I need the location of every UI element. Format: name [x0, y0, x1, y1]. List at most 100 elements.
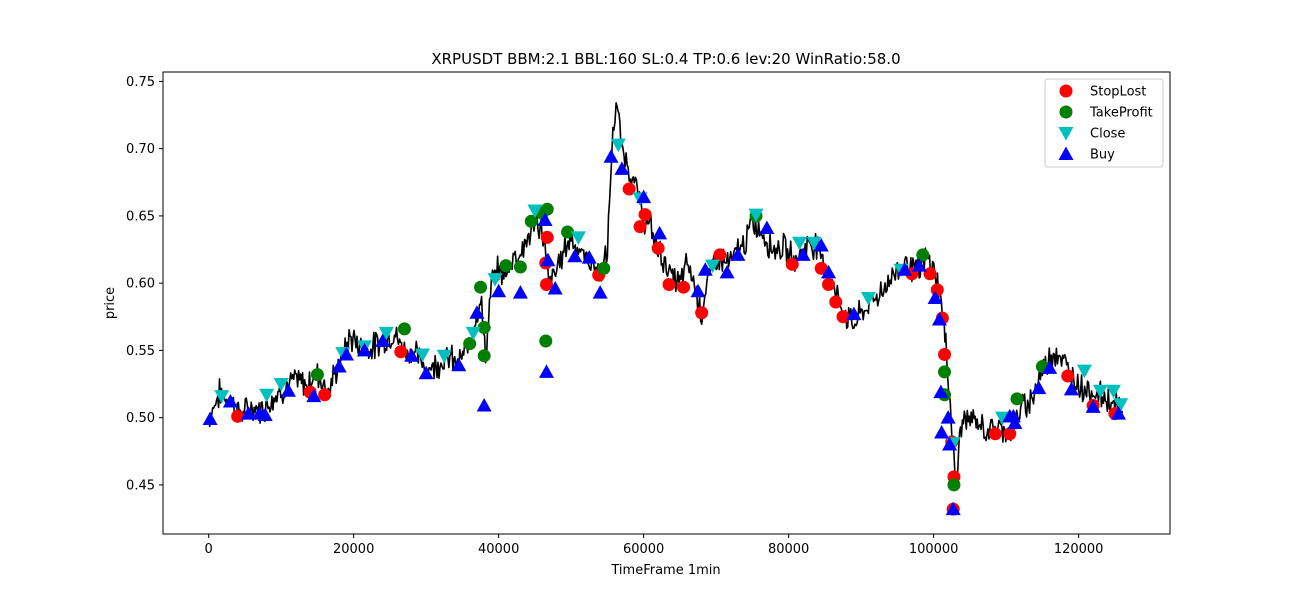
- buy-marker: [512, 285, 528, 299]
- buy-marker: [933, 384, 949, 399]
- buy-marker: [375, 333, 391, 347]
- buy-marker: [927, 290, 943, 304]
- close-marker: [806, 236, 822, 251]
- close-marker: [748, 208, 764, 223]
- buy-marker: [945, 501, 961, 516]
- close-marker: [860, 291, 876, 306]
- close-marker: [1113, 398, 1129, 412]
- buy-marker: [1042, 360, 1058, 374]
- stoplost-marker: [638, 208, 652, 222]
- stoplost-marker: [938, 347, 952, 361]
- buy-marker: [934, 424, 950, 439]
- legend: StopLost TakeProfit Close Buy: [1044, 78, 1164, 168]
- buy-marker: [418, 365, 434, 380]
- legend-takeprofit-marker: [1059, 105, 1073, 119]
- buy-marker: [730, 247, 746, 261]
- buy-marker: [241, 406, 257, 420]
- buy-marker: [306, 388, 322, 403]
- trade-markers: [202, 138, 1129, 516]
- buy-marker: [942, 437, 958, 451]
- takeprofit-marker: [561, 225, 575, 239]
- buy-marker: [911, 258, 927, 272]
- takeprofit-marker: [499, 259, 513, 273]
- close-marker: [1092, 384, 1108, 399]
- buy-marker: [404, 348, 420, 362]
- buy-marker: [1063, 381, 1079, 396]
- takeprofit-marker: [1010, 392, 1024, 406]
- takeprofit-marker: [477, 321, 491, 335]
- stoplost-marker: [633, 220, 647, 234]
- buy-marker: [846, 306, 862, 321]
- stoplost-marker: [540, 230, 554, 244]
- close-marker: [273, 378, 289, 392]
- legend-label: Buy: [1090, 148, 1115, 163]
- buy-marker: [357, 342, 373, 357]
- x-axis-label: TimeFrame 1min: [610, 563, 720, 578]
- price-line: [207, 102, 1123, 488]
- buy-marker: [636, 189, 652, 204]
- buy-marker: [451, 357, 467, 372]
- buy-marker: [338, 346, 354, 361]
- close-marker: [214, 390, 230, 404]
- buy-marker: [257, 407, 273, 421]
- buy-marker: [567, 248, 583, 263]
- y-tick-label: 0.70: [126, 142, 155, 157]
- buy-marker: [795, 247, 811, 261]
- legend-label: TakeProfit: [1089, 106, 1153, 121]
- stoplost-marker: [923, 267, 937, 281]
- close-marker: [415, 348, 431, 362]
- stoplost-marker: [988, 427, 1002, 441]
- legend-close-marker: [1058, 127, 1074, 141]
- close-marker: [527, 204, 543, 219]
- stoplost-marker: [822, 278, 836, 292]
- takeprofit-marker: [477, 349, 491, 363]
- buy-marker: [1005, 408, 1021, 423]
- takeprofit-marker: [916, 248, 930, 262]
- close-marker: [1076, 364, 1092, 379]
- takeprofit-marker: [474, 280, 488, 294]
- buy-marker: [280, 383, 296, 397]
- buy-marker: [821, 264, 837, 279]
- stoplost-marker: [1061, 369, 1075, 383]
- legend-box: [1044, 78, 1164, 168]
- stoplost-marker: [695, 306, 709, 320]
- buy-marker: [491, 283, 507, 298]
- stoplost-marker: [677, 280, 691, 294]
- buy-marker: [1031, 380, 1047, 395]
- plot-frame: [162, 71, 1171, 535]
- buy-marker: [547, 281, 563, 295]
- stoplost-marker: [713, 248, 727, 262]
- legend-label: StopLost: [1090, 85, 1146, 100]
- y-tick-label: 0.45: [126, 478, 155, 493]
- y-axis: 0.45 0.50 0.55 0.60 0.65 0.70 0.75: [126, 75, 163, 493]
- buy-marker: [690, 283, 706, 298]
- close-marker: [259, 388, 275, 403]
- takeprofit-marker: [597, 261, 611, 275]
- buy-marker: [331, 359, 347, 373]
- y-tick-label: 0.50: [126, 411, 155, 426]
- takeprofit-marker: [513, 260, 527, 274]
- buy-marker: [540, 252, 556, 267]
- close-marker: [436, 349, 452, 364]
- close-marker: [465, 326, 481, 341]
- takeprofit-marker: [397, 322, 411, 336]
- x-tick-label: 100000: [909, 542, 959, 557]
- x-tick-label: 80000: [768, 542, 809, 557]
- close-marker: [1105, 384, 1121, 399]
- buy-marker: [813, 238, 829, 252]
- x-tick-label: 0: [205, 542, 213, 557]
- y-tick-label: 0.60: [126, 277, 155, 292]
- buy-marker: [476, 398, 492, 412]
- takeprofit-marker: [310, 368, 324, 382]
- buy-marker: [581, 250, 597, 264]
- stoplost-marker: [622, 182, 636, 196]
- takeprofit-marker: [524, 214, 538, 228]
- buy-marker: [603, 149, 619, 163]
- takeprofit-marker: [463, 337, 477, 351]
- takeprofit-marker: [539, 334, 553, 348]
- plot-area: [202, 102, 1129, 516]
- legend-stoplost-marker: [1059, 84, 1073, 98]
- legend-label: Close: [1090, 127, 1125, 142]
- buy-marker: [652, 225, 668, 240]
